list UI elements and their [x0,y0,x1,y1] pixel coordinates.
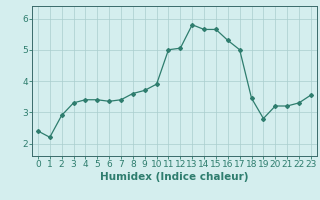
X-axis label: Humidex (Indice chaleur): Humidex (Indice chaleur) [100,172,249,182]
